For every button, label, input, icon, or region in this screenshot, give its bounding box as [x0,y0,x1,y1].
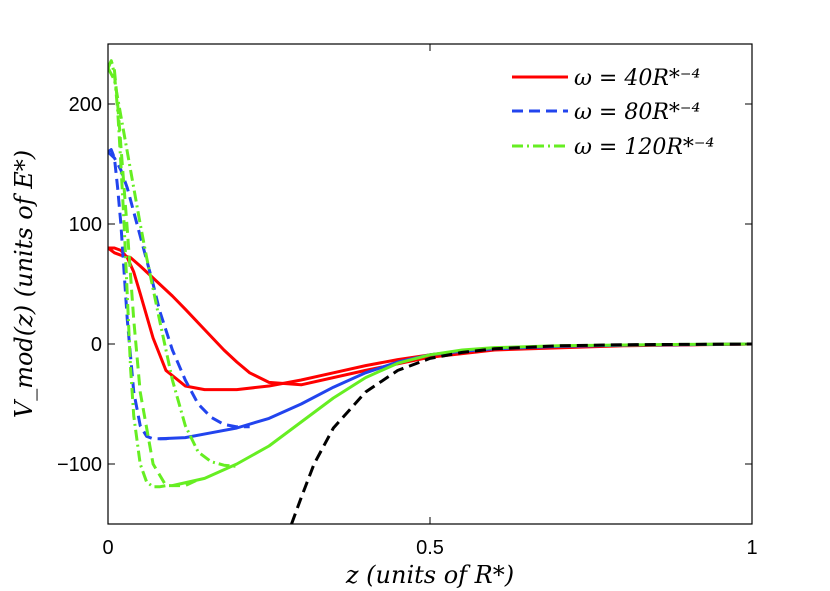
x-tick-label: 1 [746,537,757,559]
y-axis-title: V_mod(z) (units of E*) [10,150,38,418]
legend-label-series-2: ω = 80R*⁻⁴ [574,100,700,125]
legend-label-series-5: ω = 120R*⁻⁴ [574,135,714,160]
series-line-5 [108,59,167,489]
y-tick-label: 200 [69,94,102,116]
y-tick-label: −100 [57,454,102,476]
y-tick-label: 100 [69,214,102,236]
series-line-9 [290,342,752,524]
y-tick-label: 0 [91,334,102,356]
series-line-1 [108,246,752,387]
x-axis-title: z (units of R*) [345,561,514,589]
series-line-7 [108,59,199,488]
series-line-8 [172,342,752,488]
series-line-3 [108,150,250,429]
x-tick-label: 0.5 [416,537,444,559]
curves-layer [108,59,752,524]
series-line-6 [108,67,237,468]
series-line-4 [159,342,752,441]
ticks-layer: 0 0.5 1 −100 0 100 200 [57,44,758,559]
legend: ω = 40R*⁻⁴ ω = 80R*⁻⁴ ω = 120R*⁻⁴ [512,66,714,160]
legend-label-series-0: ω = 40R*⁻⁴ [574,66,700,91]
x-tick-label: 0 [102,537,113,559]
series-line-0 [108,246,752,392]
